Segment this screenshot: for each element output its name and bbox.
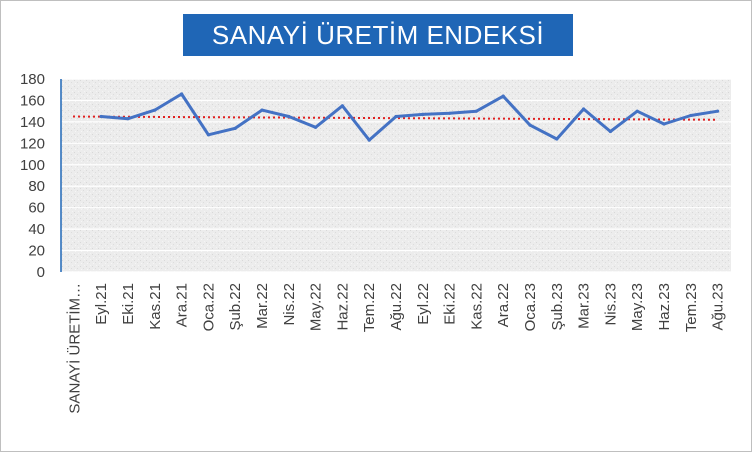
data-point [635, 109, 639, 113]
y-tick-label: 0 [37, 264, 45, 281]
x-tick-label: Şub.22 [227, 283, 244, 331]
x-tick-label: Eyl.21 [93, 283, 110, 325]
data-point [260, 108, 264, 112]
x-tick-label: Oca.22 [200, 283, 217, 331]
x-tick-label: May.23 [629, 283, 646, 331]
x-tick-label: Eyl.22 [415, 283, 432, 325]
x-tick-label: Nis.22 [281, 283, 298, 326]
data-point [314, 125, 318, 129]
x-tick-label: Tem.22 [361, 283, 378, 332]
x-tick-label: Haz.22 [334, 283, 351, 331]
x-tick-label: Ara.21 [174, 283, 191, 327]
y-tick-label: 60 [28, 200, 45, 217]
y-axis: 0 20 40 60 80 100 120 140 160 180 [20, 71, 62, 281]
data-point [233, 126, 237, 130]
data-point [394, 114, 398, 119]
data-point [528, 123, 532, 127]
data-point [367, 138, 371, 142]
x-tick-label: Kas.21 [147, 283, 164, 330]
data-point [153, 108, 157, 112]
x-tick-label: Eki.21 [120, 283, 137, 325]
data-point [421, 112, 425, 116]
x-tick-label: Ağu.22 [388, 283, 405, 331]
gridlines [61, 78, 731, 273]
data-point [340, 104, 344, 108]
y-tick-label: 120 [20, 135, 45, 152]
y-tick-label: 140 [20, 114, 45, 131]
data-point [180, 92, 184, 96]
x-tick-label: Oca.23 [522, 283, 539, 331]
data-point [206, 133, 210, 137]
plot-area [61, 79, 731, 272]
x-tick-label: May.22 [308, 283, 325, 331]
data-point [555, 137, 559, 141]
x-tick-label: Ara.22 [495, 283, 512, 327]
data-point [474, 109, 478, 113]
y-tick-label: 40 [28, 221, 45, 238]
data-point [448, 111, 452, 115]
data-point [608, 129, 613, 134]
series-lines [99, 92, 720, 142]
x-tick-label: Ağu.23 [710, 283, 727, 331]
x-tick-label: Mar.22 [254, 283, 271, 329]
x-axis: SANAYİ ÜRETİM… Eyl.21 Eki.21 Kas.21 Ara.21 Oc… [65, 283, 726, 414]
x-tick-label: Nis.23 [602, 283, 619, 326]
series-line [99, 92, 720, 142]
data-point [582, 107, 586, 111]
x-tick-label: Şub.23 [549, 283, 566, 331]
x-tick-label: Mar.23 [576, 283, 593, 329]
y-tick-label: 80 [28, 178, 45, 195]
x-tick-label: Tem.23 [683, 283, 700, 332]
x-tick-label: Haz.23 [656, 283, 673, 331]
data-point [716, 109, 720, 113]
x-tick-label: SANAYİ ÜRETİM… [65, 283, 83, 414]
data-point [689, 113, 693, 118]
x-tick-label: Kas.22 [468, 283, 485, 330]
y-tick-label: 100 [20, 157, 45, 174]
x-tick-label: Eki.22 [442, 283, 459, 325]
y-tick-label: 180 [20, 71, 45, 88]
data-point [99, 114, 103, 119]
y-tick-label: 160 [20, 92, 45, 109]
y-tick-label: 20 [28, 243, 45, 260]
chart-title: SANAYİ ÜRETİM ENDEKSİ [183, 14, 573, 56]
data-point [501, 94, 505, 98]
data-point [287, 114, 291, 119]
data-point [662, 122, 666, 126]
data-point [126, 117, 130, 121]
